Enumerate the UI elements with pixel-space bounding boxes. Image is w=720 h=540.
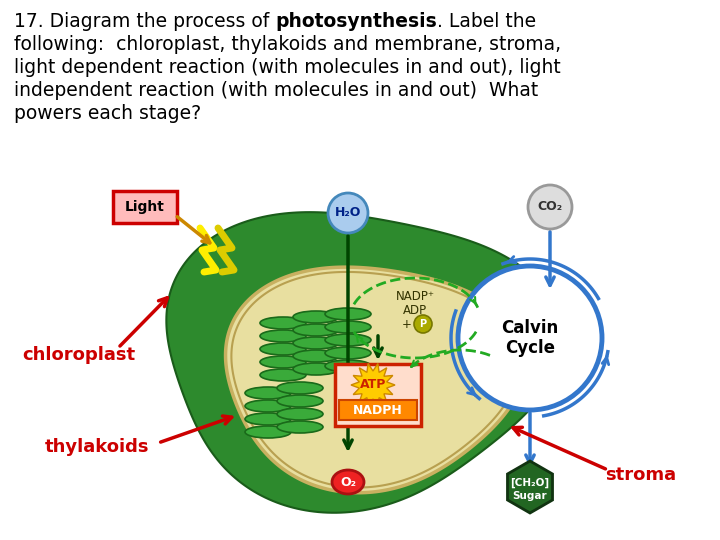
Circle shape: [328, 193, 368, 233]
Ellipse shape: [325, 347, 371, 359]
Circle shape: [528, 185, 572, 229]
Ellipse shape: [260, 356, 306, 368]
Text: independent reaction (with molecules in and out)  What: independent reaction (with molecules in …: [14, 81, 539, 100]
Ellipse shape: [325, 321, 371, 333]
Ellipse shape: [277, 395, 323, 407]
Text: stroma: stroma: [605, 466, 676, 484]
Text: chloroplast: chloroplast: [22, 346, 135, 364]
Ellipse shape: [325, 334, 371, 346]
Text: H₂O: H₂O: [335, 206, 361, 219]
Ellipse shape: [277, 408, 323, 420]
Polygon shape: [508, 461, 552, 513]
Text: NADPH: NADPH: [353, 403, 403, 416]
Ellipse shape: [245, 387, 291, 399]
Polygon shape: [166, 212, 562, 513]
Text: Sugar: Sugar: [513, 491, 547, 501]
Ellipse shape: [260, 343, 306, 355]
Polygon shape: [225, 267, 525, 492]
Text: light dependent reaction (with molecules in and out), light: light dependent reaction (with molecules…: [14, 58, 561, 77]
Ellipse shape: [332, 470, 364, 494]
Text: ATP: ATP: [360, 379, 386, 392]
Text: . Label the: . Label the: [437, 12, 536, 31]
Text: O₂: O₂: [340, 476, 356, 489]
Text: NADP⁺: NADP⁺: [395, 290, 434, 303]
Text: [CH₂O]: [CH₂O]: [510, 478, 549, 488]
Ellipse shape: [293, 350, 339, 362]
Circle shape: [414, 315, 432, 333]
Text: CO₂: CO₂: [537, 200, 562, 213]
Ellipse shape: [293, 363, 339, 375]
Ellipse shape: [260, 330, 306, 342]
Ellipse shape: [293, 324, 339, 336]
Polygon shape: [351, 363, 395, 407]
Ellipse shape: [260, 369, 306, 381]
Text: following:  chloroplast, thylakoids and membrane, stroma,: following: chloroplast, thylakoids and m…: [14, 35, 561, 54]
Text: 17. Diagram the process of: 17. Diagram the process of: [14, 12, 275, 31]
Text: Light: Light: [125, 200, 165, 214]
Ellipse shape: [245, 413, 291, 425]
Text: powers each stage?: powers each stage?: [14, 104, 201, 123]
Text: thylakoids: thylakoids: [45, 438, 150, 456]
Text: Calvin
Cycle: Calvin Cycle: [501, 319, 559, 357]
Text: P: P: [420, 319, 426, 329]
Ellipse shape: [277, 382, 323, 394]
FancyBboxPatch shape: [339, 400, 417, 420]
FancyBboxPatch shape: [335, 364, 421, 426]
Text: ADP: ADP: [403, 304, 427, 317]
Text: +: +: [402, 318, 412, 331]
Ellipse shape: [325, 308, 371, 320]
Ellipse shape: [245, 426, 291, 438]
Ellipse shape: [325, 360, 371, 372]
Ellipse shape: [245, 400, 291, 412]
Ellipse shape: [260, 317, 306, 329]
Ellipse shape: [293, 311, 339, 323]
Circle shape: [458, 266, 602, 410]
Ellipse shape: [293, 337, 339, 349]
FancyBboxPatch shape: [113, 191, 177, 223]
Text: photosynthesis: photosynthesis: [275, 12, 437, 31]
Ellipse shape: [277, 421, 323, 433]
